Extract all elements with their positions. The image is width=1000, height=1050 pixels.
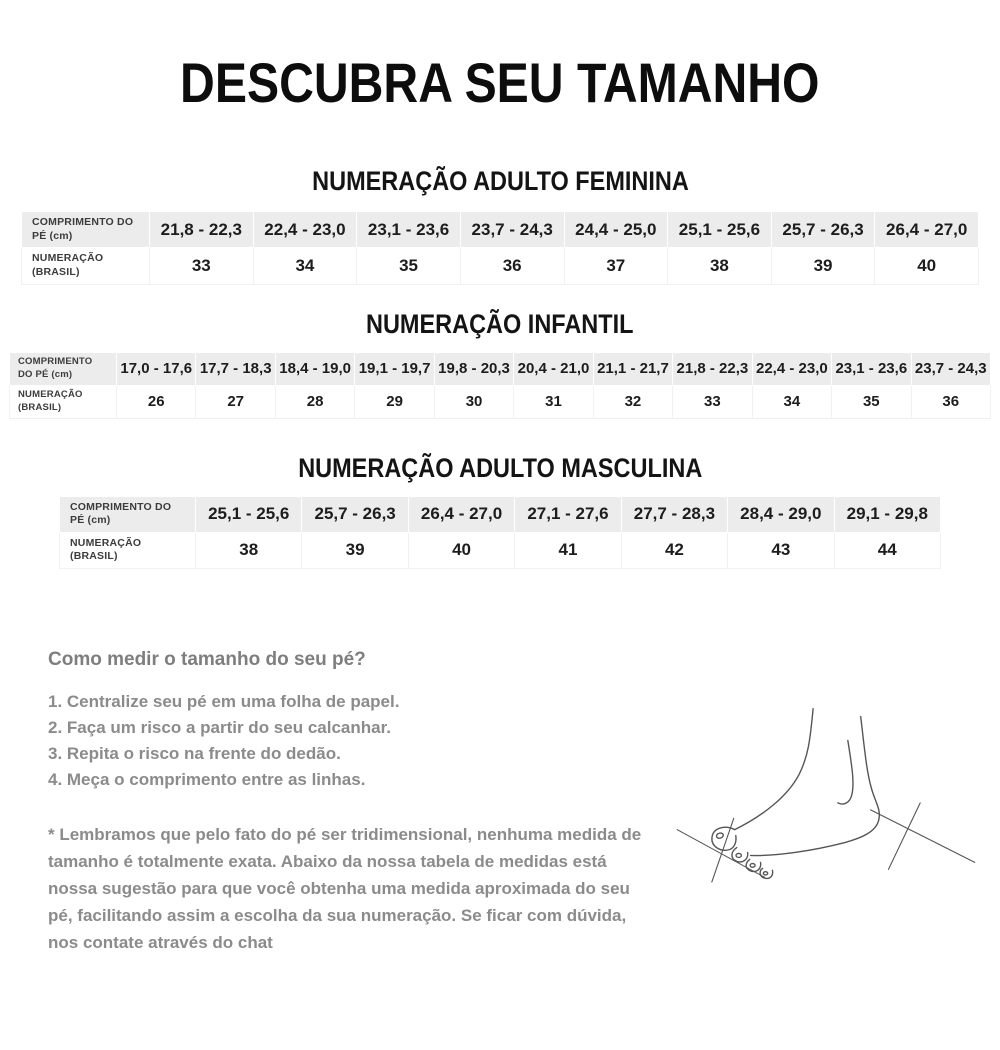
size-number-row: NUMERAÇÃO (BRASIL) 33 34 35 36 37 38 39 40 (21, 247, 979, 285)
size-number-cell: 35 (356, 247, 461, 285)
measure-section: Como medir o tamanho do seu pé? 1. Centr… (0, 649, 1000, 956)
howto-step: 4. Meça o comprimento entre as linhas. (48, 770, 366, 790)
foot-length-range-cell: 20,4 - 21,0 (513, 351, 594, 386)
size-number-cell: 42 (620, 531, 729, 570)
row-label-foot-length: COMPRIMENTO DO PÉ (cm) (21, 210, 150, 249)
foot-length-range-cell: 27,7 - 28,3 (620, 495, 729, 533)
foot-illustration-container (666, 671, 996, 956)
foot-length-range-cell: 25,1 - 25,6 (194, 495, 303, 533)
size-table-feminina: COMPRIMENTO DO PÉ (cm) 21,8 - 22,3 22,4 - … (21, 210, 979, 285)
howto-steps: 1. Centralize seu pé em uma folha de pap… (48, 689, 666, 793)
size-number-cell: 40 (874, 247, 979, 285)
row-label-size-brazil: NUMERAÇÃO (BRASIL) (9, 384, 117, 419)
foot-length-range-cell: 23,1 - 23,6 (831, 351, 912, 386)
size-number-cell: 27 (195, 384, 276, 419)
size-number-cell: 33 (672, 384, 753, 419)
foot-length-row: COMPRIMENTO DO PÉ (cm) 25,1 - 25,6 25,7 - … (59, 495, 942, 533)
foot-length-range-cell: 21,1 - 21,7 (592, 351, 674, 386)
disclaimer-note: * Lembramos que pelo fato do pé ser trid… (48, 825, 642, 953)
size-number-row: NUMERAÇÃO (BRASIL) 38 39 40 41 42 43 44 (59, 531, 942, 570)
size-number-cell: 43 (727, 531, 835, 570)
section-heading-infantil: NUMERAÇÃO INFANTIL (366, 308, 634, 339)
page-title: DESCUBRA SEU TAMANHO (0, 50, 1000, 114)
size-number-cell: 32 (592, 384, 674, 419)
size-table-masculina: COMPRIMENTO DO PÉ (cm) 25,1 - 25,6 25,7 - … (59, 495, 942, 570)
size-number-cell: 30 (433, 384, 515, 419)
foot-length-range-cell: 23,7 - 24,3 (459, 210, 565, 249)
size-number-cell: 44 (833, 531, 942, 570)
foot-length-range-cell: 28,4 - 29,0 (727, 495, 835, 533)
row-label-size-brazil: NUMERAÇÃO (BRASIL) (59, 531, 196, 570)
foot-length-range-cell: 18,4 - 19,0 (274, 351, 356, 386)
size-table-infantil: COMPRIMENTO DO PÉ (cm) 17,0 - 17,6 17,7 - … (9, 351, 992, 419)
foot-length-range-cell: 17,0 - 17,6 (115, 351, 197, 386)
size-number-cell: 34 (252, 247, 358, 285)
foot-measure-icon (676, 708, 976, 883)
foot-length-range-cell: 26,4 - 27,0 (407, 495, 516, 533)
size-number-cell: 39 (301, 531, 409, 570)
howto-step: 2. Faça um risco a partir do seu calcanh… (48, 718, 391, 738)
size-number-row: NUMERAÇÃO (BRASIL) 26 27 28 29 30 31 32 33 34 35 36 (9, 384, 992, 419)
foot-length-range-cell: 22,4 - 23,0 (252, 210, 358, 249)
size-number-cell: 34 (751, 384, 833, 419)
foot-length-range-cell: 26,4 - 27,0 (874, 210, 979, 249)
size-number-cell: 26 (115, 384, 197, 419)
size-number-cell: 29 (354, 384, 435, 419)
foot-length-range-cell: 23,1 - 23,6 (356, 210, 461, 249)
size-number-cell: 36 (459, 247, 565, 285)
foot-length-range-cell: 27,1 - 27,6 (514, 495, 622, 533)
size-number-cell: 31 (513, 384, 594, 419)
size-number-cell: 39 (770, 247, 876, 285)
size-number-cell: 35 (831, 384, 912, 419)
size-number-cell: 38 (194, 531, 303, 570)
foot-length-range-cell: 17,7 - 18,3 (195, 351, 276, 386)
size-number-cell: 41 (514, 531, 622, 570)
size-number-cell: 37 (563, 247, 669, 285)
foot-length-range-cell: 21,8 - 22,3 (149, 210, 254, 249)
foot-length-row: COMPRIMENTO DO PÉ (cm) 21,8 - 22,3 22,4 - … (21, 210, 979, 249)
foot-length-range-cell: 29,1 - 29,8 (833, 495, 942, 533)
foot-length-range-cell: 19,1 - 19,7 (354, 351, 435, 386)
foot-length-range-cell: 25,7 - 26,3 (770, 210, 876, 249)
foot-length-range-cell: 23,7 - 24,3 (910, 351, 992, 386)
foot-length-range-cell: 24,4 - 25,0 (563, 210, 669, 249)
howto-step: 3. Repita o risco na frente do dedão. (48, 744, 341, 764)
size-number-cell: 40 (407, 531, 516, 570)
foot-length-range-cell: 19,8 - 20,3 (433, 351, 515, 386)
size-number-cell: 38 (667, 247, 772, 285)
howto-step: 1. Centralize seu pé em uma folha de pap… (48, 692, 400, 712)
row-label-foot-length: COMPRIMENTO DO PÉ (cm) (59, 495, 196, 533)
foot-length-range-cell: 25,7 - 26,3 (301, 495, 409, 533)
size-number-cell: 36 (910, 384, 992, 419)
page-title-text: DESCUBRA SEU TAMANHO (180, 51, 820, 114)
row-label-foot-length: COMPRIMENTO DO PÉ (cm) (9, 351, 117, 386)
size-number-cell: 28 (274, 384, 356, 419)
foot-length-row: COMPRIMENTO DO PÉ (cm) 17,0 - 17,6 17,7 - … (9, 351, 992, 386)
foot-length-range-cell: 22,4 - 23,0 (751, 351, 833, 386)
size-number-cell: 33 (149, 247, 254, 285)
foot-length-range-cell: 25,1 - 25,6 (667, 210, 772, 249)
howto-block: Como medir o tamanho do seu pé? 1. Centr… (48, 649, 666, 956)
howto-heading: Como medir o tamanho do seu pé? (48, 649, 366, 671)
section-heading-masculina: NUMERAÇÃO ADULTO MASCULINA (297, 452, 703, 483)
foot-length-range-cell: 21,8 - 22,3 (672, 351, 753, 386)
row-label-size-brazil: NUMERAÇÃO (BRASIL) (21, 247, 150, 285)
section-heading-feminina: NUMERAÇÃO ADULTO FEMININA (311, 166, 689, 196)
